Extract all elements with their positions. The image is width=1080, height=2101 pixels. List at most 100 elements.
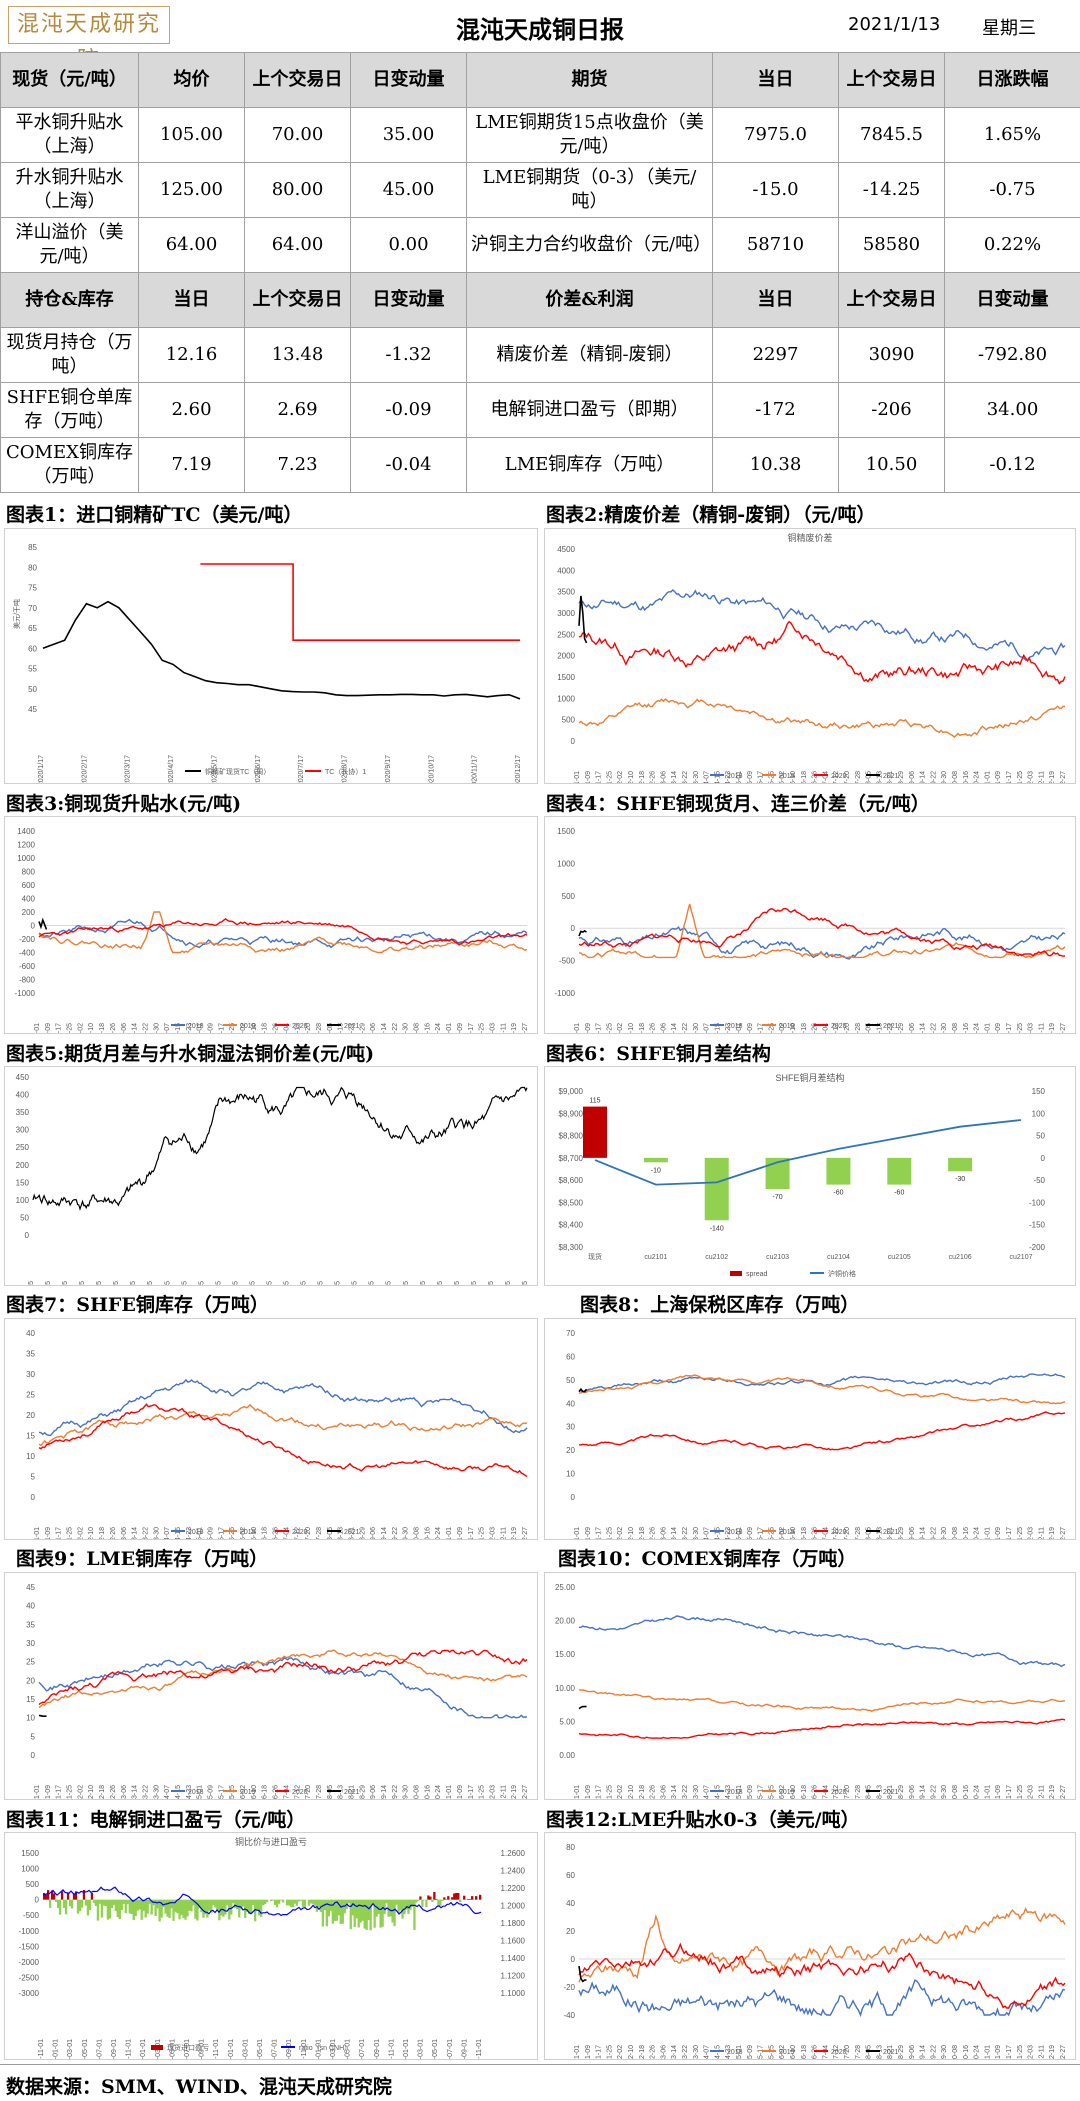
tick-label: 06-10 [790, 1023, 797, 1033]
tick-label: 03-22 [682, 771, 689, 783]
profit-bar [58, 1899, 62, 1915]
tick-label: 2019/7/15 [232, 1281, 239, 1285]
tick-label: 30 [566, 1423, 575, 1432]
tick-label: 05-09 [208, 1023, 215, 1033]
profit-bar [459, 1899, 462, 1903]
tick-label: 11-17 [1006, 1023, 1013, 1033]
tick-label: 04-15 [175, 1527, 182, 1539]
tick-label: 02-10 [628, 1023, 635, 1033]
tick-label: 60 [566, 1352, 575, 1361]
series-2020 [38, 918, 528, 946]
tick-label: 2020/10/15 [488, 1281, 495, 1285]
profit-bar [421, 1899, 424, 1908]
tick-label: 04-23 [725, 771, 732, 783]
tick-label: 08-21 [348, 1785, 355, 1799]
profit-bar [124, 1899, 127, 1914]
tick-label: 2018/10/15 [79, 1281, 86, 1285]
legend-label: 沪铜价格 [828, 1269, 856, 1278]
profit-bar [453, 1893, 456, 1900]
tick-label: 2018/9/15 [62, 1281, 69, 1285]
tick-label: 2021 [344, 1529, 360, 1536]
tick-label: 06-18 [262, 1785, 269, 1799]
tick-label: 01-25 [606, 1527, 613, 1539]
data-label: -140 [710, 1225, 724, 1232]
profit-bar [208, 1899, 211, 1911]
tick-label: 01-01 [34, 1785, 41, 1799]
table-cell: LME铜期货15点收盘价（美元/吨） [466, 107, 713, 163]
tick-label: 2018-05-01 [257, 2039, 264, 2059]
profit-bar [202, 1899, 205, 1918]
tick-label: 07-04 [822, 771, 829, 783]
tick-label: 09-30 [941, 1023, 948, 1033]
profit-bar [210, 1899, 213, 1913]
tick-label: 03-30 [153, 1023, 160, 1033]
profit-bar [262, 1899, 265, 1906]
profit-bar [254, 1899, 257, 1922]
tick-label: 06-10 [251, 1527, 258, 1539]
tick-label: 04-23 [725, 1023, 732, 1033]
tick-label: 2020-11-01 [476, 2039, 483, 2059]
tick-label: 1000 [557, 694, 575, 703]
tick-label: 250 [16, 1143, 30, 1152]
profit-bar [230, 1899, 233, 1915]
table-cell: LME铜期货（0-3）（美元/吨） [466, 162, 713, 218]
tick-label: 11-17 [1006, 2045, 1013, 2059]
tick-label: 12-19 [511, 1785, 518, 1799]
tick-label: 12-27 [522, 1785, 529, 1799]
series-2019 [578, 698, 1066, 739]
profit-bar [339, 1899, 342, 1924]
profit-bar [337, 1899, 340, 1916]
profit-bar [393, 1899, 396, 1927]
tick-label: 03-22 [682, 2045, 689, 2059]
table-cell: 10.50 [838, 437, 945, 493]
tick-label: 2019/2/15 [147, 1281, 154, 1285]
tick-label: 03-30 [693, 1527, 700, 1539]
profit-bar [102, 1899, 106, 1906]
tick-label: SHFE铜月差结构 [775, 1072, 844, 1083]
series-2019 [578, 1688, 1065, 1712]
tick-label: 01-09 [585, 771, 592, 783]
tick-label: 09-14 [920, 1785, 927, 1799]
tick-label: 12-19 [1049, 2045, 1056, 2059]
tick-label: 15 [26, 1695, 35, 1704]
profit-bar [315, 1899, 319, 1912]
tick-label: 2020/11/15 [505, 1281, 512, 1285]
tick-label: 11-09 [457, 1023, 464, 1033]
tick-label: 08-21 [887, 1023, 894, 1033]
tick-label: 06-10 [251, 1023, 258, 1033]
tick-label: 01-25 [67, 1023, 74, 1033]
tick-label: -40 [563, 2011, 575, 2020]
tick-label: 02-02 [617, 2045, 624, 2059]
profit-bar [204, 1899, 207, 1915]
spread-bar [887, 1157, 912, 1185]
series-2021 [578, 1387, 588, 1393]
tick-label: 07-20 [844, 1023, 851, 1033]
tick-label: 11-09 [995, 1023, 1002, 1033]
tick-label: cu2107 [1010, 1254, 1033, 1261]
tick-label: 06-10 [790, 2045, 797, 2059]
tick-label: 80 [566, 1843, 575, 1852]
tick-label: 01-17 [56, 1527, 63, 1539]
tick-label: 06-26 [812, 771, 819, 783]
profit-bar [271, 1899, 275, 1901]
tick-label: 08-13 [338, 1023, 345, 1033]
tick-label: 07-04 [283, 1527, 290, 1539]
tick-label: 05-01 [197, 1785, 204, 1799]
series-2018 [578, 1615, 1066, 1668]
tick-label: 10-16 [963, 771, 970, 783]
chart-panel-lme-stock: 45 40 35 30 25 20 15 10 5 0 01-01 01-09 01-17 01-25 02… [4, 1572, 538, 1800]
spread-bar [643, 1157, 668, 1163]
table-cell: 125.00 [138, 162, 245, 218]
profit-bar [441, 1899, 444, 1902]
tick-label: 05-17 [218, 1785, 225, 1799]
tick-label: 01-25 [67, 1785, 74, 1799]
tick-label: 06-26 [812, 1527, 819, 1539]
legend-label: ratio（sn CNH） [299, 2044, 351, 2052]
tick-label: 07-12 [833, 771, 840, 783]
tick-label: 02-26 [650, 1527, 657, 1539]
series-2021 [578, 1705, 587, 1710]
chart-title-12: 图表12:LME升贴水0-3（美元/吨） [546, 1809, 860, 1831]
tick-label: 05-09 [208, 1527, 215, 1539]
tick-label: 06-18 [801, 771, 808, 783]
tick-label: 11-25 [1017, 1023, 1024, 1033]
